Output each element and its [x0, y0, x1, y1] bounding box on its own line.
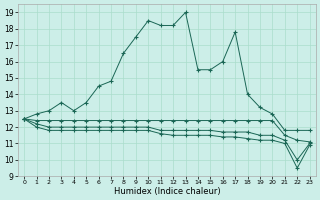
X-axis label: Humidex (Indice chaleur): Humidex (Indice chaleur)	[114, 187, 220, 196]
